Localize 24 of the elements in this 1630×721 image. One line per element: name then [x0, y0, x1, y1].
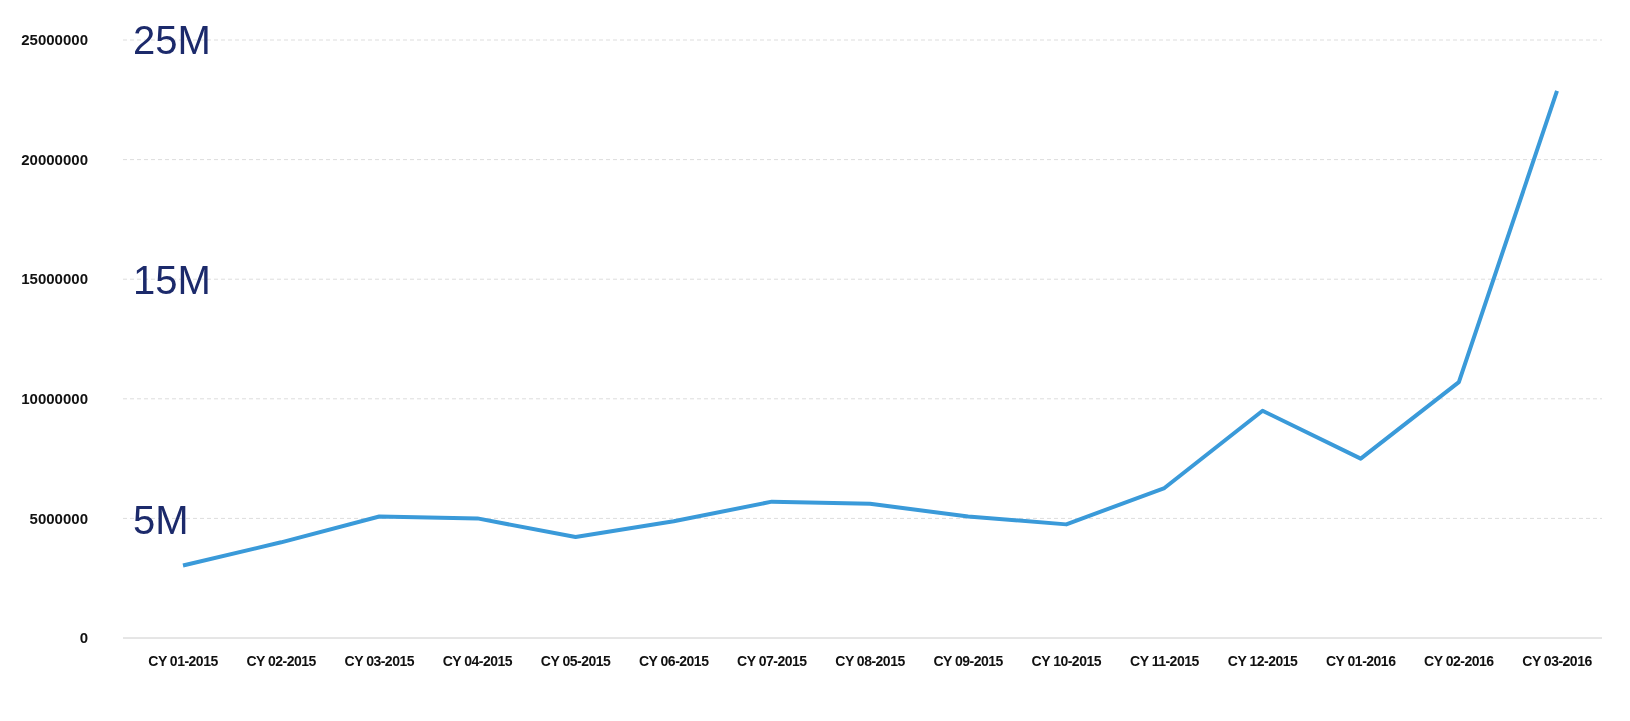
x-tick-label: CY 01-2016	[1325, 653, 1397, 669]
y-tick-label: 25000000	[21, 31, 88, 49]
annotation: 25M	[133, 18, 211, 62]
x-tick-label: CY 03-2016	[1522, 653, 1593, 669]
x-tick-label: CY 05-2015	[540, 653, 612, 669]
x-tick-label: CY 02-2015	[246, 653, 317, 669]
annotation: 5M	[133, 498, 189, 542]
y-tick-label: 0	[79, 629, 88, 647]
annotation: 15M	[133, 258, 211, 302]
x-tick-label: CY 09-2015	[933, 653, 1004, 669]
x-tick-label: CY 11-2015	[1130, 653, 1200, 669]
y-tick-label: 10000000	[21, 390, 88, 408]
x-tick-label: CY 12-2015	[1227, 653, 1299, 669]
x-tick-label: CY 03-2015	[344, 653, 415, 669]
y-tick-label: 20000000	[21, 150, 88, 168]
y-tick-label: 15000000	[21, 270, 88, 288]
x-tick-label: CY 06-2015	[638, 653, 710, 669]
x-tick-label: CY 10-2015	[1031, 653, 1102, 669]
x-tick-label: CY 01-2015	[148, 653, 219, 669]
x-tick-label: CY 04-2015	[442, 653, 513, 669]
y-tick-label: 5000000	[29, 509, 88, 527]
x-tick-label: CY 02-2016	[1424, 653, 1495, 669]
x-tick-label: CY 07-2015	[737, 653, 808, 669]
x-tick-label: CY 08-2015	[835, 653, 906, 669]
